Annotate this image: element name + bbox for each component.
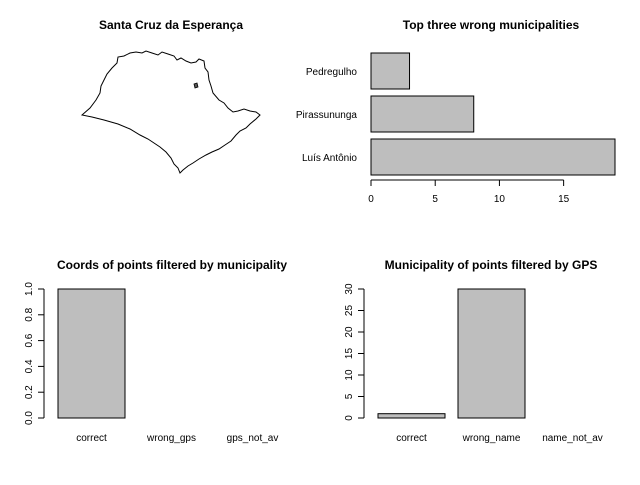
category-label: wrong_gps — [146, 433, 196, 444]
chart-title: Coords of points filtered by municipalit… — [57, 258, 287, 272]
bar — [370, 52, 411, 90]
y-tick-label: 1.0 — [24, 282, 35, 296]
y-tick-label: 0.8 — [24, 307, 35, 321]
category-label: wrong_name — [462, 433, 521, 444]
y-tick-label: 0.6 — [24, 333, 35, 347]
y-tick-label: 20 — [344, 326, 355, 338]
category-label: name_not_av — [542, 433, 603, 444]
category-label: correct — [396, 433, 427, 444]
category-label: Pirassununga — [296, 110, 358, 121]
map-panel: Santa Cruz da Esperança — [80, 18, 261, 174]
bar — [457, 288, 526, 419]
bar — [57, 288, 126, 419]
x-tick-label: 15 — [558, 194, 570, 205]
y-tick-label: 30 — [344, 283, 355, 295]
x-tick-label: 10 — [494, 194, 506, 205]
map-title: Santa Cruz da Esperança — [99, 18, 243, 32]
bar — [370, 95, 475, 133]
chart-title: Top three wrong municipalities — [403, 18, 580, 32]
bar — [377, 413, 446, 419]
x-tick-label: 0 — [368, 194, 374, 205]
category-label: Pedregulho — [306, 67, 358, 78]
chart-coords-filtered-by-municipality: Coords of points filtered by municipalit… — [24, 258, 287, 444]
y-tick-label: 0.2 — [24, 385, 35, 399]
bar — [370, 138, 616, 176]
chart-top-wrong-municipalities: Top three wrong municipalities Pedregulh… — [296, 18, 616, 205]
y-tick-label: 10 — [344, 369, 355, 381]
category-label: correct — [76, 433, 107, 444]
category-label: Luís Antônio — [302, 153, 357, 164]
y-tick-label: 0 — [344, 415, 355, 421]
y-tick-label: 0.4 — [24, 359, 35, 373]
x-tick-label: 5 — [432, 194, 438, 205]
y-tick-label: 15 — [344, 348, 355, 360]
chart-title: Municipality of points filtered by GPS — [385, 258, 598, 272]
y-tick-label: 5 — [344, 393, 355, 399]
y-tick-label: 0.0 — [24, 411, 35, 425]
y-tick-label: 25 — [344, 305, 355, 317]
state-outline-map — [80, 50, 261, 174]
chart-municipality-filtered-by-gps: Municipality of points filtered by GPS c… — [344, 258, 603, 444]
municipality-marker — [193, 82, 199, 89]
category-label: gps_not_av — [227, 433, 279, 444]
